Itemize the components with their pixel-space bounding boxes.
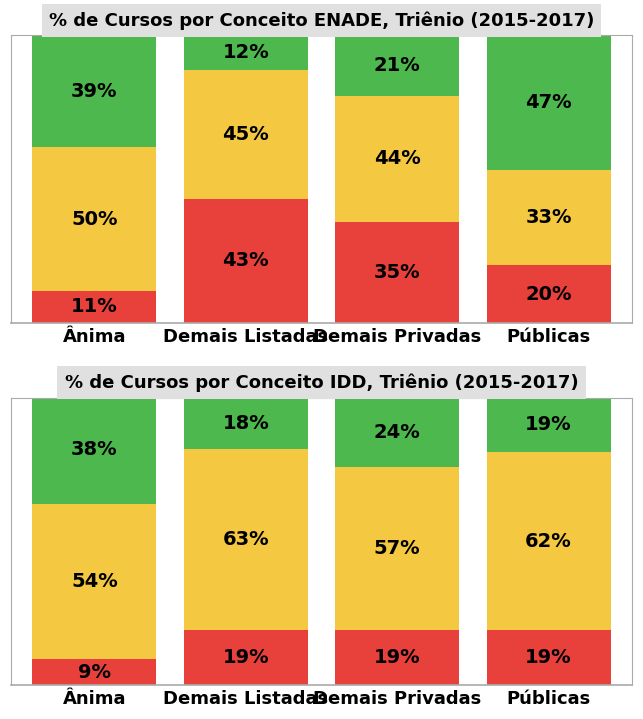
- Text: 19%: 19%: [374, 649, 421, 667]
- Bar: [335, 222, 459, 323]
- Bar: [335, 631, 459, 685]
- Bar: [335, 35, 459, 96]
- Bar: [184, 35, 308, 70]
- Bar: [184, 70, 308, 199]
- Text: 62%: 62%: [525, 532, 572, 551]
- Bar: [32, 395, 156, 504]
- Text: 45%: 45%: [222, 125, 269, 144]
- Text: 11%: 11%: [71, 298, 118, 316]
- Text: 44%: 44%: [374, 150, 421, 168]
- Bar: [487, 35, 611, 170]
- Bar: [335, 398, 459, 467]
- Bar: [184, 631, 308, 685]
- Text: 63%: 63%: [222, 531, 269, 549]
- Bar: [487, 170, 611, 265]
- Text: 33%: 33%: [525, 209, 572, 227]
- Text: 19%: 19%: [222, 649, 269, 667]
- Title: % de Cursos por Conceito IDD, Triênio (2015-2017): % de Cursos por Conceito IDD, Triênio (2…: [65, 373, 578, 392]
- Bar: [184, 449, 308, 631]
- Text: 20%: 20%: [525, 285, 572, 303]
- Text: 19%: 19%: [525, 649, 572, 667]
- Text: 39%: 39%: [71, 82, 118, 101]
- Text: 9%: 9%: [78, 663, 111, 682]
- Bar: [335, 467, 459, 631]
- Bar: [32, 659, 156, 685]
- Bar: [32, 35, 156, 147]
- Title: % de Cursos por Conceito ENADE, Triênio (2015-2017): % de Cursos por Conceito ENADE, Triênio …: [49, 11, 594, 29]
- Text: 57%: 57%: [374, 539, 421, 558]
- Text: 38%: 38%: [71, 440, 118, 459]
- Text: 19%: 19%: [525, 416, 572, 434]
- Text: 21%: 21%: [374, 56, 421, 75]
- Text: 54%: 54%: [71, 572, 118, 591]
- Bar: [184, 398, 308, 449]
- Text: 35%: 35%: [374, 263, 421, 282]
- Bar: [32, 504, 156, 659]
- Bar: [487, 631, 611, 685]
- Bar: [487, 398, 611, 452]
- Text: 47%: 47%: [525, 93, 572, 112]
- Bar: [32, 147, 156, 291]
- Bar: [184, 199, 308, 323]
- Text: 24%: 24%: [374, 423, 421, 441]
- Text: 18%: 18%: [222, 414, 269, 433]
- Text: 12%: 12%: [222, 43, 269, 62]
- Text: 43%: 43%: [222, 252, 269, 270]
- Bar: [487, 265, 611, 323]
- Text: 50%: 50%: [71, 210, 118, 229]
- Bar: [487, 452, 611, 631]
- Bar: [335, 96, 459, 222]
- Bar: [32, 291, 156, 323]
